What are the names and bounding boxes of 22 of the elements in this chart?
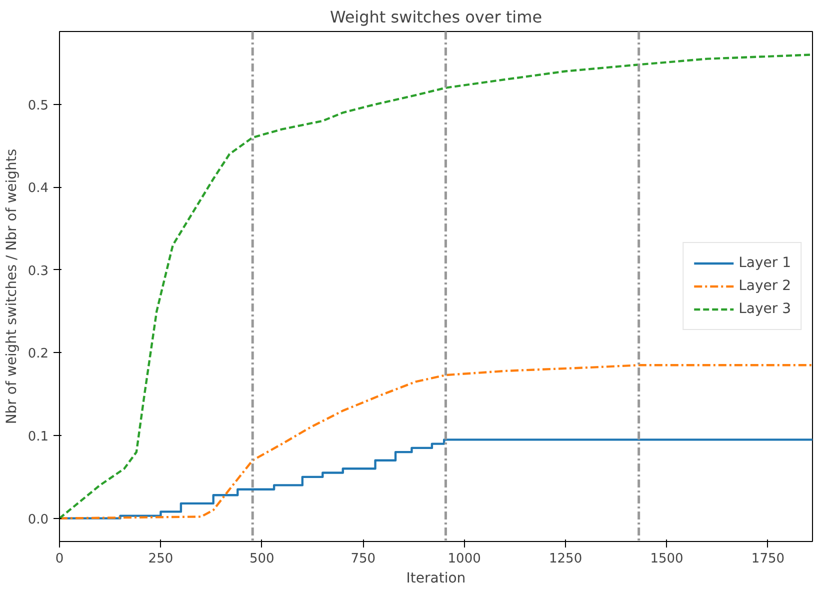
y-tick-label: 0.0: [28, 512, 49, 528]
legend-label: Layer 1: [738, 255, 791, 271]
x-tick-label: 1750: [751, 552, 785, 566]
y-tick-label: 0.1: [28, 430, 49, 445]
legend-label: Layer 2: [738, 278, 791, 294]
x-tick-label: 1250: [549, 552, 582, 566]
y-tick-label: 0.5: [28, 98, 49, 114]
x-tick-label: 500: [250, 552, 274, 566]
chart-title: Weight switches over time: [330, 8, 542, 26]
x-tick-label: 1500: [650, 552, 684, 566]
y-tick-label: 0.4: [28, 181, 49, 196]
line-series: [60, 364, 812, 520]
x-tick-label: 750: [350, 552, 376, 566]
y-tick-label: 0.2: [28, 346, 49, 362]
y-axis-title: Nbr of weight switches / Nbr of weights: [4, 148, 20, 424]
x-tick-label: 1000: [448, 552, 481, 566]
x-axis-title: Iteration: [406, 570, 466, 586]
line-series: [60, 54, 812, 520]
legend-label: Layer 3: [738, 301, 791, 317]
x-tick-label: 250: [148, 552, 174, 566]
y-tick-label: 0.3: [28, 264, 49, 279]
x-tick-label: 0: [55, 552, 64, 566]
